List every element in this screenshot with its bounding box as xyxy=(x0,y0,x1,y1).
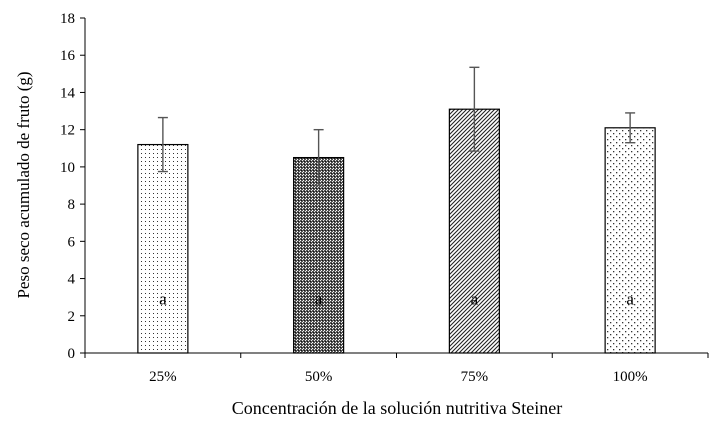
y-tick-label: 14 xyxy=(60,85,76,101)
x-axis-title: Concentración de la solución nutritiva S… xyxy=(232,398,562,418)
bar-letter: a xyxy=(159,290,167,309)
y-tick-label: 10 xyxy=(60,160,75,176)
x-tick-label: 25% xyxy=(149,369,177,385)
bar-25pct xyxy=(137,143,189,354)
bar-100pct xyxy=(604,127,656,354)
y-tick-label: 12 xyxy=(60,123,75,139)
x-tick-label: 50% xyxy=(305,369,333,385)
y-tick-label: 6 xyxy=(68,234,76,250)
bar-letter: a xyxy=(315,290,323,309)
y-tick-label: 16 xyxy=(60,48,76,64)
bar-letter: a xyxy=(471,290,479,309)
x-axis-ticks: 25% 50% 75% 100% xyxy=(84,353,709,385)
bars xyxy=(137,108,656,354)
x-tick-label: 100% xyxy=(613,369,648,385)
x-tick-label: 75% xyxy=(461,369,489,385)
y-tick-label: 18 xyxy=(60,11,75,27)
y-tick-label: 8 xyxy=(68,197,76,213)
y-tick-label: 4 xyxy=(68,272,76,288)
y-tick-label: 2 xyxy=(68,309,76,325)
y-tick-label: 0 xyxy=(68,346,76,362)
y-axis-ticks: 0 2 4 6 8 10 12 14 16 18 xyxy=(60,11,85,362)
bar-50pct xyxy=(293,156,345,354)
error-bars xyxy=(157,66,636,187)
y-axis-title: Peso seco acumulado de fruto (g) xyxy=(14,71,33,298)
bar-letter: a xyxy=(626,290,634,309)
